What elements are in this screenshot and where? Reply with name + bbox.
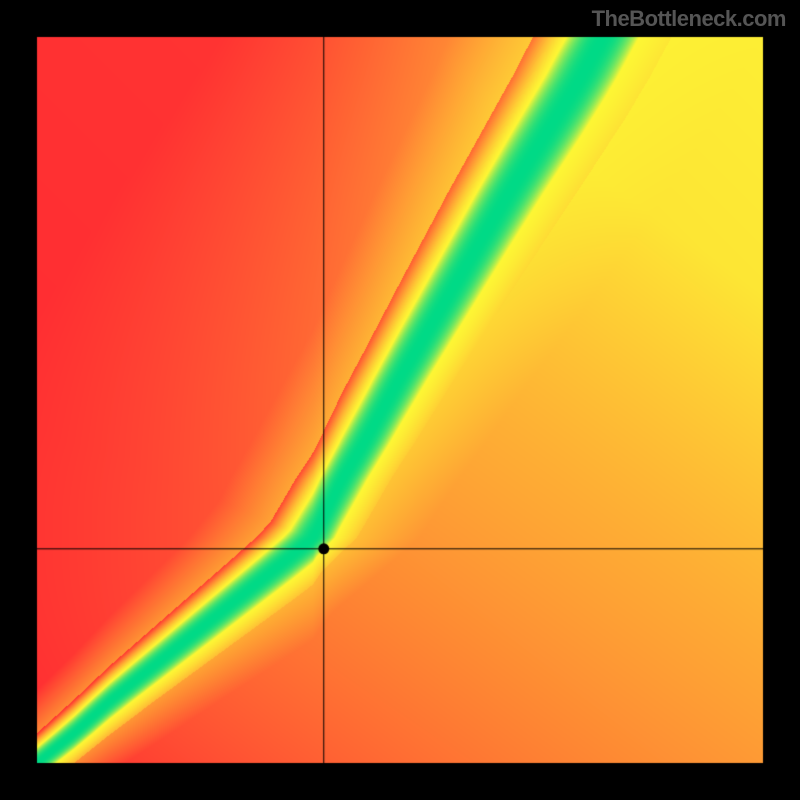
heatmap-canvas xyxy=(0,0,800,800)
chart-container: TheBottleneck.com xyxy=(0,0,800,800)
watermark-text: TheBottleneck.com xyxy=(592,6,786,32)
